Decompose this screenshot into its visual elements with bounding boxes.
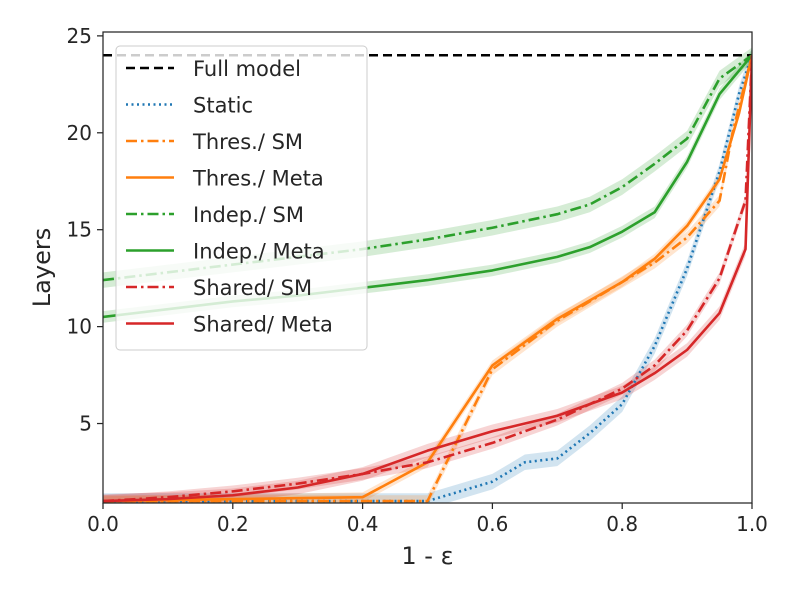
legend-label-static: Static bbox=[193, 94, 253, 118]
plot-frame bbox=[102, 31, 753, 504]
x-tick-label: 0.4 bbox=[347, 512, 379, 536]
x-tick-label: 1.0 bbox=[736, 512, 768, 536]
y-tick-label: 15 bbox=[67, 218, 92, 242]
legend: Full model Static Thres./ SM Thres./ Meta In… bbox=[115, 45, 368, 351]
y-tick-label: 5 bbox=[79, 412, 92, 436]
legend-label-thres-sm: Thres./ SM bbox=[192, 130, 303, 154]
x-tick-label: 0.0 bbox=[87, 512, 119, 536]
x-axis-ticks: 0.0 0.2 0.4 0.6 0.8 1.0 bbox=[87, 503, 768, 536]
x-tick-label: 0.6 bbox=[476, 512, 508, 536]
series-line-shared-sm bbox=[103, 55, 752, 503]
series-line-indep-sm bbox=[103, 54, 752, 282]
legend-label-shared-sm: Shared/ SM bbox=[193, 276, 312, 300]
y-tick-label: 10 bbox=[67, 315, 92, 339]
legend-box bbox=[115, 45, 368, 351]
series-line-thres-sm bbox=[103, 54, 752, 503]
y-tick-label: 25 bbox=[67, 24, 92, 48]
series-line-shared-meta bbox=[103, 55, 752, 503]
legend-label-thres-meta: Thres./ Meta bbox=[192, 167, 324, 191]
y-axis-ticks: 5 10 15 20 25 bbox=[67, 24, 103, 436]
legend-label-indep-meta: Indep./ Meta bbox=[193, 240, 325, 264]
y-tick-label: 20 bbox=[67, 121, 92, 145]
series-line-thres-meta bbox=[103, 54, 752, 503]
x-tick-label: 0.8 bbox=[606, 512, 638, 536]
legend-label-full-model: Full model bbox=[193, 57, 301, 81]
x-tick-label: 0.2 bbox=[217, 512, 249, 536]
legend-label-indep-sm: Indep./ SM bbox=[193, 203, 304, 227]
y-axis-label: Layers bbox=[28, 228, 56, 307]
band-thres-sm bbox=[103, 49, 752, 503]
legend-label-shared-meta: Shared/ Meta bbox=[193, 313, 333, 337]
series-line-static bbox=[103, 54, 752, 503]
x-axis-label: 1 - ε bbox=[401, 542, 453, 570]
series-lines bbox=[103, 53, 752, 503]
